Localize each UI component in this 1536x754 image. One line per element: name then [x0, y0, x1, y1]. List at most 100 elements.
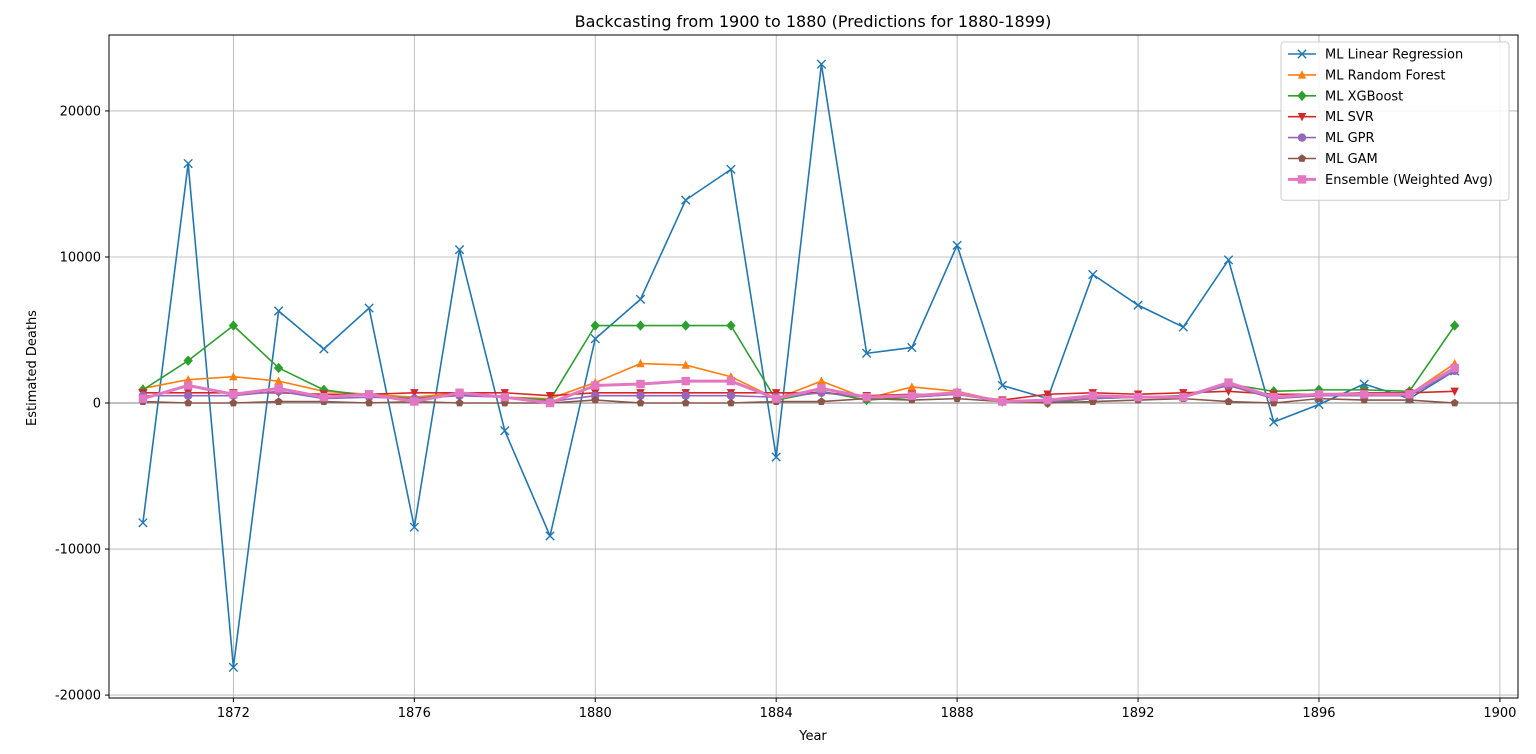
data-point: [681, 376, 690, 386]
y-tick-label: 0: [93, 397, 101, 412]
data-point: [636, 391, 645, 400]
legend-item: ML Random Forest: [1288, 68, 1445, 83]
x-tick-label: 1900: [1483, 706, 1516, 721]
legend-label: ML XGBoost: [1325, 89, 1403, 104]
x-tick-label: 1876: [398, 706, 431, 721]
legend: ML Linear Regression ML Random Forest ML X…: [1280, 41, 1510, 201]
data-point: [636, 358, 645, 368]
data-point: [681, 391, 690, 400]
data-point: [274, 384, 283, 393]
data-point: [681, 320, 691, 331]
legend-marker: [1297, 90, 1307, 101]
data-point: [183, 391, 193, 400]
data-point: [862, 392, 871, 402]
series-6: [138, 363, 1459, 408]
plot-area-frame: [108, 34, 1519, 699]
data-point: [500, 392, 509, 402]
data-point: [365, 398, 374, 407]
data-point: [183, 374, 193, 384]
data-point: [1450, 387, 1459, 397]
data-point: [364, 390, 374, 399]
legend-item: ML Linear Regression: [1288, 48, 1463, 63]
data-point: [183, 381, 193, 390]
data-point: [228, 662, 239, 673]
data-point: [591, 395, 600, 404]
data-point: [273, 306, 284, 316]
data-point: [590, 320, 600, 331]
data-point: [410, 397, 419, 406]
data-point: [726, 398, 735, 407]
legend-item: ML GAM: [1288, 152, 1378, 167]
data-point: [861, 348, 872, 359]
y-tick-label: -20000: [55, 689, 101, 704]
data-point: [545, 392, 555, 401]
y-axis-ticks: -20000 -10000 0 10000 20000: [55, 104, 109, 704]
data-point: [817, 397, 826, 405]
y-tick-label: 10000: [60, 250, 101, 265]
data-point: [229, 372, 238, 381]
data-point: [591, 381, 600, 390]
series-line: [142, 397, 1455, 404]
x-tick-label: 1880: [579, 706, 612, 721]
data-point: [183, 355, 193, 366]
data-point: [455, 398, 464, 407]
legend-marker: [1297, 70, 1307, 79]
x-tick-label: 1896: [1302, 706, 1335, 721]
data-point: [907, 342, 917, 353]
data-point: [1314, 399, 1324, 410]
data-point: [726, 376, 736, 386]
legend-label: Ensemble (Weighted Avg): [1325, 173, 1493, 188]
x-axis-label: Year: [798, 729, 827, 744]
data-point: [138, 518, 148, 528]
data-point: [1269, 392, 1278, 402]
legend-label: ML SVR: [1325, 110, 1374, 125]
x-tick-label: 1888: [941, 706, 974, 721]
data-point: [726, 391, 736, 400]
data-point: [228, 320, 239, 331]
data-point: [183, 158, 193, 169]
series-lines: [138, 59, 1460, 673]
data-point: [364, 303, 374, 313]
x-tick-label: 1892: [1121, 706, 1154, 721]
data-point: [1133, 300, 1143, 310]
data-point: [907, 382, 917, 391]
data-point: [816, 59, 827, 69]
legend-item: Ensemble (Weighted Avg): [1288, 173, 1493, 188]
data-point: [952, 388, 962, 397]
legend-item: ML SVR: [1288, 110, 1374, 125]
data-point: [1088, 391, 1098, 400]
data-point: [1360, 390, 1369, 399]
data-point: [274, 397, 283, 405]
legend-label: ML Linear Regression: [1325, 48, 1463, 63]
data-point: [1133, 392, 1143, 402]
data-point: [636, 398, 645, 407]
data-point: [1179, 392, 1188, 402]
data-point: [319, 392, 329, 402]
y-tick-label: -10000: [55, 543, 101, 558]
legend-label: ML GPR: [1325, 131, 1375, 146]
data-point: [184, 398, 193, 407]
legend-box: [1280, 41, 1510, 201]
legend-marker: [1297, 49, 1307, 59]
x-axis-ticks: 1872 1876 1880 1884 1888 1892 1896 1900: [217, 698, 1516, 721]
data-point: [545, 398, 555, 408]
data-point: [1088, 269, 1098, 280]
legend-item: ML GPR: [1288, 131, 1375, 146]
data-point: [1449, 320, 1460, 331]
data-point: [635, 320, 646, 331]
x-tick-label: 1884: [760, 706, 793, 721]
data-point: [1405, 390, 1414, 399]
data-point: [1224, 397, 1233, 405]
data-point: [952, 240, 962, 250]
data-point: [273, 362, 284, 374]
data-point: [1043, 395, 1052, 405]
data-point: [681, 195, 691, 205]
legend-marker: [1297, 175, 1307, 184]
data-point: [681, 398, 690, 407]
data-point: [455, 388, 464, 397]
data-point: [907, 391, 917, 400]
data-point: [590, 334, 600, 344]
data-point: [681, 360, 690, 369]
data-point: [1223, 255, 1234, 265]
y-axis-label: Estimated Deaths: [25, 310, 40, 426]
